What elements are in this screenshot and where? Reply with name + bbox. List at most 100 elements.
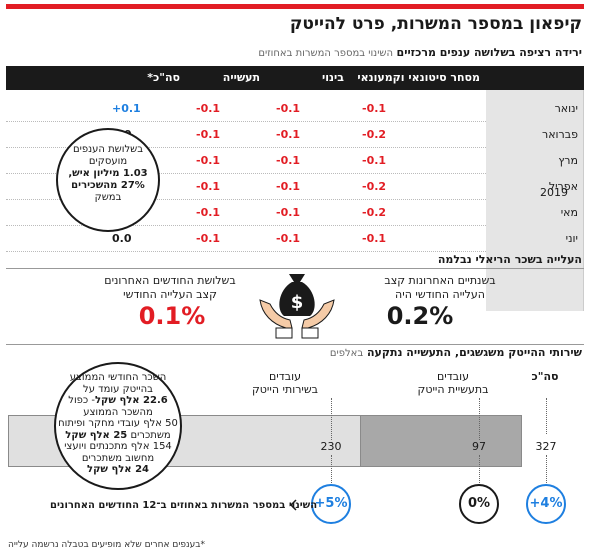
table-cell: -0.1 [276, 128, 301, 141]
year-column: 2019 [486, 90, 584, 311]
page-subtitle: ירידה רציפה בשלושה ענפים מרכזיים השינוי … [258, 46, 582, 59]
col-header-trade: מסחר סיטונאי וקמעונאי [357, 71, 480, 84]
col-header-industry: תעשייה [222, 71, 260, 84]
month-label: מרץ [558, 154, 578, 167]
services-divider [331, 398, 332, 440]
table-cell: -0.2 [362, 180, 387, 193]
row-separator [6, 251, 486, 252]
bubble-text-bold: 25 אלף שקל [65, 429, 128, 441]
bubble-text: בהייטק עומד על [83, 383, 153, 395]
services-value: 230 [320, 440, 342, 453]
industry-divider [479, 398, 480, 440]
row-separator [6, 199, 486, 200]
industry-divider-lower [479, 455, 480, 483]
salary-left-label-2: קצב העלייה החודשי [123, 288, 217, 301]
subtitle-bold: ירידה רציפה בשלושה ענפים מרכזיים [396, 46, 582, 59]
salary-left-label: בשלושת החודשים האחרונים קצב העלייה החודש… [90, 274, 250, 302]
salary-section-title: העלייה בשכר הריאלי נבלמה [437, 253, 582, 266]
industry-change: 0% [459, 484, 499, 524]
change-note: השינוי במספר המשרות באחוזים ב־12 החודשים… [50, 500, 318, 511]
total-value: 327 [535, 440, 557, 453]
top-accent-rule [6, 4, 584, 9]
table-row: אפריל-0.2-0.1-0.10.0 [6, 174, 584, 200]
total-divider [546, 398, 547, 434]
bubble-text: משתכרים [130, 429, 171, 441]
row-separator [6, 121, 486, 122]
section-divider [6, 344, 584, 345]
row-separator [6, 173, 486, 174]
money-bag-hands-icon: $ [259, 274, 335, 339]
col-header-construction: בינוי [322, 71, 344, 84]
jobs-change-table: מסחר סיטונאי וקמעונאי בינוי תעשייה סה"כ*… [6, 66, 584, 311]
table-cell: -0.1 [276, 232, 301, 245]
table-cell: -0.2 [362, 128, 387, 141]
col-head-industry-1: עובדים [436, 370, 469, 383]
hitech-unit: באלפים [329, 348, 364, 359]
month-label: אפריל [548, 180, 578, 193]
page-title: קיפאון במספר המשרות, פרט להייטק [289, 14, 582, 34]
table-cell: -0.1 [196, 232, 221, 245]
month-label: מאי [560, 206, 578, 219]
table-cell: -0.1 [276, 206, 301, 219]
subtitle-light: השינוי במספר המשרות באחוזים [258, 48, 394, 59]
bubble-text-bold: 24 אלף שקל [87, 464, 149, 475]
three-sectors-bubble: בשלושת הענפים מועסקים 1.03 מיליון איש, 2… [56, 128, 160, 232]
table-cell: -0.1 [362, 154, 387, 167]
bubble-text: בשלושת הענפים [72, 144, 144, 155]
table-cell: -0.1 [196, 128, 221, 141]
col-head-services: עובדים בשירותי הייטק [240, 370, 330, 396]
table-cell: -0.1 [276, 102, 301, 115]
section-divider [6, 268, 584, 269]
month-label: פברואר [542, 128, 578, 141]
table-cell: -0.1 [276, 154, 301, 167]
bubble-text: השכר החודשי הממוצע [69, 372, 167, 383]
bubble-text: - כפול [68, 395, 95, 406]
table-cell: -0.1 [196, 206, 221, 219]
table-row: יוני -0.1 -0.1 -0.1 0.0 [6, 226, 584, 252]
bubble-text-bold: 22.6 אלף שקל [95, 395, 168, 406]
bubble-text: מועסקים [88, 156, 128, 167]
industry-value: 97 [472, 440, 486, 453]
table-cell: -0.1 [196, 154, 221, 167]
footnote: *בענפים אחרים שלא מופיעים בטבלה נרשמה על… [8, 540, 205, 550]
salary-right-label-2: העלייה החודשי היה [395, 288, 485, 301]
bubble-text: מהשכר הממוצע [83, 406, 153, 418]
bubble-text: 154 אלף מתכנתים ויועצי [64, 441, 172, 452]
total-change: +4% [526, 484, 566, 524]
salary-right-value: 0.2% [386, 302, 454, 330]
col-head-services-1: עובדים [268, 370, 301, 383]
col-head-total: סה"כ [531, 370, 559, 383]
table-cell: 0.0 [112, 232, 132, 245]
table-cell: -0.1 [196, 180, 221, 193]
col-head-services-2: בשירותי הייטק [251, 383, 319, 396]
hitech-title-text: שירותי ההייטק משגשגים, התעשייה נתקעה [366, 346, 582, 359]
total-divider-lower [546, 455, 547, 483]
salary-bubble: השכר החודשי הממוצע בהייטק עומד על 22.6 א… [54, 362, 182, 490]
salary-right-label: בשנתיים האחרונות קצב העלייה החודשי היה [360, 274, 520, 302]
table-row: ינואר -0.1 -0.1 -0.1 +0.1 [6, 96, 584, 122]
hitech-section-title: שירותי ההייטק משגשגים, התעשייה נתקעה באל… [330, 346, 582, 359]
bubble-text: במשק [94, 192, 122, 203]
year-label: 2019 [540, 186, 568, 199]
services-change: +5% [311, 484, 351, 524]
month-label: יוני [565, 232, 578, 245]
row-separator [6, 225, 486, 226]
table-header: מסחר סיטונאי וקמעונאי בינוי תעשייה סה"כ* [6, 66, 584, 90]
month-label: ינואר [554, 102, 578, 115]
table-cell: -0.1 [362, 232, 387, 245]
bubble-text-bold: 1.03 מיליון איש, [68, 168, 148, 179]
bubble-text-bold: 27% מהשכירים [71, 180, 145, 191]
table-cell: -0.2 [362, 206, 387, 219]
col-head-industry-2: בתעשיית הייטק [417, 383, 489, 396]
col-head-industry: עובדים בתעשיית הייטק [408, 370, 498, 396]
row-separator [6, 147, 486, 148]
services-divider-lower [331, 455, 332, 483]
chevron-left-icon [290, 499, 297, 511]
table-cell: -0.1 [362, 102, 387, 115]
salary-left-label-1: בשלושת החודשים האחרונים [104, 274, 236, 287]
col-header-total: סה"כ* [147, 71, 180, 84]
bubble-text: מחשוב משתכרים [81, 452, 155, 464]
table-cell: +0.1 [112, 102, 141, 115]
svg-text:$: $ [291, 292, 304, 313]
table-cell: -0.1 [276, 180, 301, 193]
